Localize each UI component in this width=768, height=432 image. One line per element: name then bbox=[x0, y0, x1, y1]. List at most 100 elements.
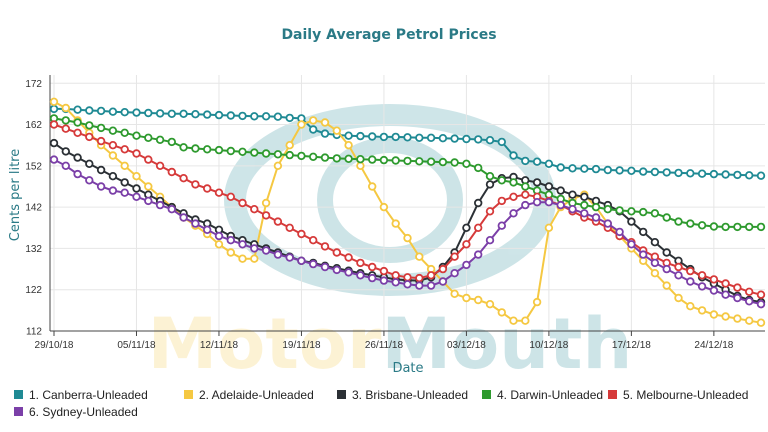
data-point[interactable] bbox=[756, 171, 766, 180]
data-point[interactable] bbox=[379, 155, 389, 165]
data-point[interactable] bbox=[191, 180, 200, 189]
data-point[interactable] bbox=[332, 126, 341, 135]
data-point[interactable] bbox=[474, 223, 483, 232]
data-point[interactable] bbox=[132, 171, 141, 181]
data-point[interactable] bbox=[721, 290, 730, 299]
data-point[interactable] bbox=[391, 278, 400, 287]
data-point[interactable] bbox=[509, 209, 518, 218]
data-point[interactable] bbox=[191, 219, 200, 228]
data-point[interactable] bbox=[568, 164, 577, 173]
data-point[interactable] bbox=[485, 207, 495, 216]
data-point[interactable] bbox=[214, 240, 224, 249]
data-point[interactable] bbox=[497, 196, 506, 206]
data-point[interactable] bbox=[615, 227, 624, 237]
data-point[interactable] bbox=[721, 279, 730, 288]
data-point[interactable] bbox=[462, 240, 471, 249]
data-point[interactable] bbox=[615, 166, 624, 175]
data-point[interactable] bbox=[61, 147, 71, 156]
data-point[interactable] bbox=[179, 143, 188, 152]
data-point[interactable] bbox=[356, 271, 365, 280]
data-point[interactable] bbox=[650, 269, 660, 278]
data-point[interactable] bbox=[226, 192, 235, 201]
data-point[interactable] bbox=[580, 209, 589, 218]
data-point[interactable] bbox=[49, 104, 59, 114]
data-point[interactable] bbox=[273, 250, 283, 259]
data-point[interactable] bbox=[320, 262, 330, 272]
data-point[interactable] bbox=[509, 178, 518, 187]
data-point[interactable] bbox=[320, 129, 330, 138]
data-point[interactable] bbox=[214, 110, 224, 120]
data-point[interactable] bbox=[474, 163, 483, 173]
data-point[interactable] bbox=[544, 197, 554, 207]
data-point[interactable] bbox=[756, 318, 766, 327]
data-point[interactable] bbox=[697, 271, 707, 280]
data-point[interactable] bbox=[73, 153, 82, 162]
data-point[interactable] bbox=[191, 144, 200, 153]
data-point[interactable] bbox=[462, 260, 471, 270]
data-point[interactable] bbox=[391, 132, 400, 142]
data-point[interactable] bbox=[509, 316, 518, 325]
data-point[interactable] bbox=[238, 111, 247, 121]
data-point[interactable] bbox=[108, 140, 118, 150]
data-point[interactable] bbox=[61, 124, 71, 133]
data-point[interactable] bbox=[450, 158, 459, 167]
data-point[interactable] bbox=[49, 97, 59, 106]
data-point[interactable] bbox=[73, 105, 82, 114]
data-point[interactable] bbox=[462, 159, 471, 168]
data-point[interactable] bbox=[273, 112, 283, 121]
data-point[interactable] bbox=[603, 219, 612, 228]
data-point[interactable] bbox=[521, 200, 530, 210]
data-point[interactable] bbox=[544, 223, 554, 232]
data-point[interactable] bbox=[379, 266, 389, 276]
data-point[interactable] bbox=[697, 221, 707, 230]
data-point[interactable] bbox=[226, 146, 235, 156]
data-point[interactable] bbox=[745, 222, 754, 232]
data-point[interactable] bbox=[450, 252, 459, 261]
legend-item[interactable]: 6. Sydney-Unleaded bbox=[14, 405, 138, 419]
data-point[interactable] bbox=[709, 310, 719, 319]
data-point[interactable] bbox=[320, 242, 330, 251]
data-point[interactable] bbox=[120, 145, 129, 154]
data-point[interactable] bbox=[521, 316, 530, 325]
data-point[interactable] bbox=[745, 316, 754, 325]
data-point[interactable] bbox=[639, 250, 648, 259]
data-point[interactable] bbox=[73, 128, 82, 137]
data-point[interactable] bbox=[285, 223, 294, 232]
data-point[interactable] bbox=[85, 106, 94, 115]
data-point[interactable] bbox=[144, 155, 153, 164]
data-point[interactable] bbox=[391, 156, 400, 165]
data-point[interactable] bbox=[450, 134, 459, 143]
data-point[interactable] bbox=[415, 157, 424, 166]
data-point[interactable] bbox=[521, 190, 530, 199]
data-point[interactable] bbox=[662, 281, 671, 290]
data-point[interactable] bbox=[733, 170, 742, 180]
data-point[interactable] bbox=[674, 168, 683, 178]
data-point[interactable] bbox=[73, 118, 82, 127]
data-point[interactable] bbox=[415, 133, 424, 142]
data-point[interactable] bbox=[745, 287, 754, 296]
data-point[interactable] bbox=[344, 131, 353, 140]
data-point[interactable] bbox=[674, 217, 683, 226]
data-point[interactable] bbox=[662, 168, 671, 177]
legend-item[interactable]: 1. Canberra-Unleaded bbox=[14, 388, 148, 402]
data-point[interactable] bbox=[603, 204, 612, 214]
data-point[interactable] bbox=[403, 280, 412, 289]
data-point[interactable] bbox=[462, 134, 471, 144]
data-point[interactable] bbox=[120, 178, 129, 187]
data-point[interactable] bbox=[568, 204, 577, 214]
data-point[interactable] bbox=[108, 107, 118, 116]
data-point[interactable] bbox=[167, 109, 176, 118]
data-point[interactable] bbox=[297, 151, 306, 161]
data-point[interactable] bbox=[179, 173, 188, 183]
data-point[interactable] bbox=[639, 227, 648, 237]
data-point[interactable] bbox=[226, 235, 235, 245]
data-point[interactable] bbox=[674, 293, 683, 303]
data-point[interactable] bbox=[273, 161, 283, 170]
data-point[interactable] bbox=[462, 223, 471, 232]
data-point[interactable] bbox=[167, 204, 176, 214]
data-point[interactable] bbox=[709, 222, 719, 231]
data-point[interactable] bbox=[332, 154, 341, 163]
data-point[interactable] bbox=[544, 182, 554, 191]
data-point[interactable] bbox=[368, 273, 377, 283]
data-point[interactable] bbox=[250, 204, 259, 214]
